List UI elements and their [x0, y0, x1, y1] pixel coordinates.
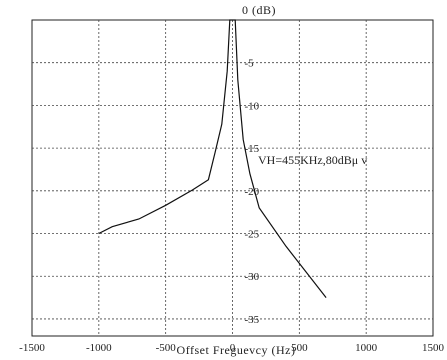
series-line	[98, 19, 327, 298]
y-tick-label: -25	[245, 229, 260, 241]
y-tick-label: -5	[245, 58, 255, 70]
x-tick-label: -1500	[19, 342, 45, 354]
x-tick-label: -1000	[86, 342, 112, 354]
y-tick-label: -30	[245, 271, 260, 283]
y-tick-label: -20	[245, 186, 260, 198]
x-tick-label: 1000	[355, 342, 378, 354]
y-tick-label: -15	[245, 143, 260, 155]
measurement-annotation: VH=455KHz,80dBμ v	[258, 153, 367, 167]
x-tick-label: -500	[156, 342, 177, 354]
grid-lines	[32, 20, 433, 336]
y-tick-label: -10	[245, 100, 260, 112]
y-tick-labels: -5 -10 -15 -20 -25 -30 -35	[245, 58, 260, 326]
x-tick-label: 0	[230, 342, 236, 354]
x-tick-label: 500	[291, 342, 308, 354]
chart-title: 0 (dB)	[242, 3, 276, 17]
x-axis-label: Offset Freguevcy (Hz)	[177, 343, 296, 357]
x-tick-label: 1500	[422, 342, 445, 354]
y-tick-label: -35	[245, 314, 260, 326]
x-tick-labels: -1500 -1000 -500 0 500 1000 1500	[19, 342, 444, 354]
